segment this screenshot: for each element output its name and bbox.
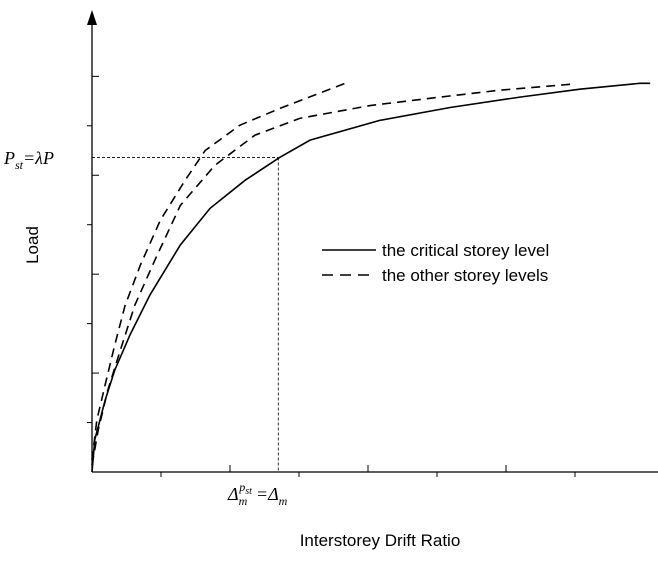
line-series	[91, 82, 346, 461]
y-arrow	[87, 10, 97, 25]
line-series	[91, 82, 651, 473]
y-axis-label: Load	[23, 226, 42, 264]
y-marker-label: Pst=λP	[3, 148, 54, 172]
legend-label: the other storey levels	[382, 266, 548, 285]
line-series	[91, 83, 571, 466]
x-marker-label: Δmpst =Δm	[227, 480, 288, 508]
x-axis-label: Interstorey Drift Ratio	[300, 531, 461, 550]
legend-label: the critical storey level	[382, 241, 549, 260]
